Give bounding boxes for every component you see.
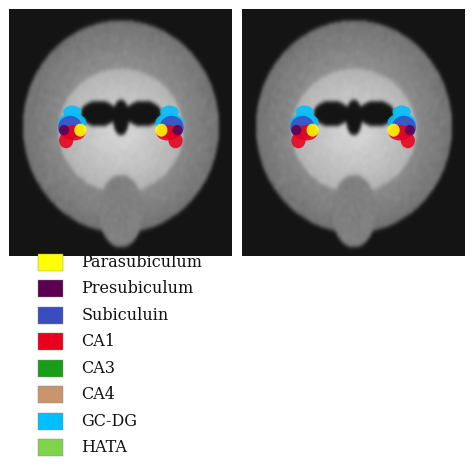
Ellipse shape	[58, 113, 86, 131]
FancyBboxPatch shape	[38, 280, 63, 297]
Text: CA1: CA1	[82, 333, 116, 350]
Text: HATA: HATA	[82, 439, 128, 456]
FancyBboxPatch shape	[38, 412, 63, 429]
Text: GC-DG: GC-DG	[82, 412, 137, 429]
FancyBboxPatch shape	[38, 333, 63, 350]
Ellipse shape	[156, 125, 179, 140]
Ellipse shape	[295, 106, 314, 118]
Ellipse shape	[291, 116, 315, 139]
FancyBboxPatch shape	[38, 307, 63, 324]
Ellipse shape	[168, 133, 182, 148]
Ellipse shape	[155, 113, 183, 131]
Ellipse shape	[160, 106, 179, 118]
FancyBboxPatch shape	[38, 386, 63, 403]
Ellipse shape	[388, 113, 416, 131]
Ellipse shape	[63, 125, 85, 140]
Ellipse shape	[58, 116, 82, 139]
Text: Presubiculum: Presubiculum	[82, 280, 194, 297]
FancyBboxPatch shape	[38, 439, 63, 456]
Ellipse shape	[295, 125, 318, 140]
Ellipse shape	[392, 106, 411, 118]
Text: CA3: CA3	[82, 360, 116, 377]
Ellipse shape	[392, 116, 416, 139]
Ellipse shape	[155, 124, 167, 137]
FancyBboxPatch shape	[38, 360, 63, 377]
Ellipse shape	[159, 116, 183, 139]
Ellipse shape	[401, 133, 415, 148]
Ellipse shape	[291, 113, 319, 131]
Ellipse shape	[63, 106, 82, 118]
Ellipse shape	[59, 125, 69, 135]
Ellipse shape	[292, 125, 301, 135]
Ellipse shape	[292, 133, 306, 148]
Text: Subiculuin: Subiculuin	[82, 307, 169, 324]
Text: CA4: CA4	[82, 386, 115, 403]
Ellipse shape	[405, 125, 415, 135]
Ellipse shape	[59, 133, 73, 148]
FancyBboxPatch shape	[38, 254, 63, 271]
Ellipse shape	[307, 124, 319, 137]
Ellipse shape	[173, 125, 182, 135]
Ellipse shape	[388, 124, 400, 137]
Ellipse shape	[74, 124, 86, 137]
Text: Parasubiculum: Parasubiculum	[82, 254, 202, 271]
Ellipse shape	[389, 125, 411, 140]
